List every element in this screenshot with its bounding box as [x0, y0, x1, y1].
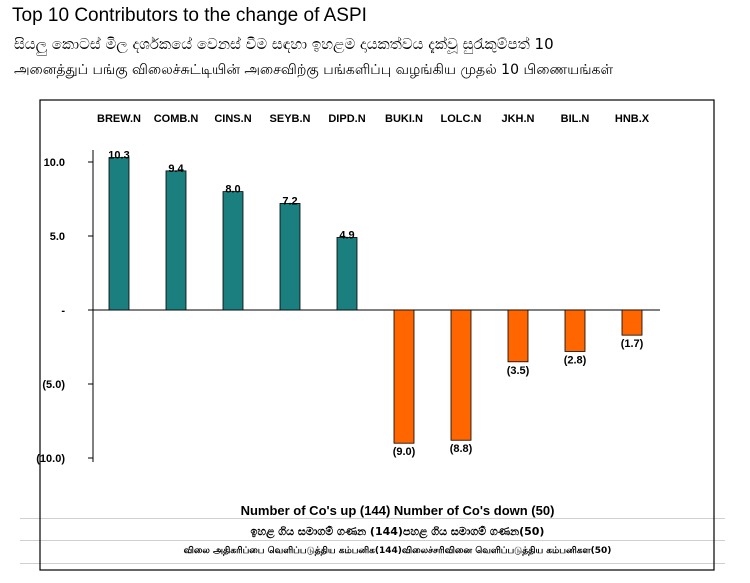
background-rule	[20, 563, 725, 564]
data-label: (3.5)	[507, 365, 530, 377]
y-tick-label: (10.0)	[36, 453, 65, 465]
category-label: COMB.N	[154, 113, 199, 125]
category-label: BIL.N	[561, 113, 590, 125]
y-tick-label: 10.0	[44, 157, 65, 169]
bar-comb-n	[165, 170, 187, 311]
bar-hnb-x	[621, 309, 643, 336]
footer-companies-count-en: Number of Co's up (144) Number of Co's d…	[240, 503, 555, 518]
footer-companies-count-ta: விலை அதிகரிப்பை வெளிப்படுத்திய கம்பனிக(1…	[183, 546, 612, 556]
category-label: DIPD.N	[328, 113, 365, 125]
bar-dipd-n	[336, 237, 358, 311]
bar-bil-n	[564, 309, 586, 352]
footer-companies-count-si: ඉහළ ගිය සමාගම් ගණන (144)පහළ ගිය සමාගම් ග…	[250, 525, 545, 538]
data-label: 7.2	[282, 195, 297, 207]
data-label: (8.8)	[450, 443, 473, 455]
y-tick-label: (5.0)	[42, 379, 65, 391]
bar-brew-n	[108, 157, 130, 311]
bar-cins-n	[222, 191, 244, 311]
subtitle-sinhala: සියලු කොටස් මිල දර්ශකයේ වෙනස් වීම සඳහා ඉ…	[14, 35, 554, 53]
category-label: CINS.N	[214, 113, 251, 125]
data-label: 10.3	[108, 150, 129, 162]
bar-buki-n	[393, 309, 415, 444]
bar-jkh-n	[507, 309, 529, 363]
category-label: BREW.N	[97, 113, 141, 125]
background-rule	[20, 518, 725, 519]
data-label: (1.7)	[621, 338, 644, 350]
bar-seyb-n	[279, 203, 301, 311]
data-label: 4.9	[339, 229, 354, 241]
data-label: (2.8)	[564, 354, 587, 366]
category-label: HNB.X	[615, 113, 650, 125]
chart-title: Top 10 Contributors to the change of ASP…	[12, 5, 367, 26]
category-label: SEYB.N	[270, 113, 311, 125]
plot-border	[39, 99, 715, 571]
category-label: LOLC.N	[441, 113, 482, 125]
background-rule	[20, 540, 725, 541]
bar-lolc-n	[450, 309, 472, 441]
category-label: BUKI.N	[385, 113, 423, 125]
data-label: (9.0)	[393, 446, 416, 458]
y-tick-label: 5.0	[50, 231, 65, 243]
y-tick-label: -	[61, 305, 65, 317]
data-label: 9.4	[168, 163, 184, 175]
category-label: JKH.N	[501, 113, 534, 125]
data-label: 8.0	[225, 184, 240, 196]
subtitle-tamil: அனைத்துப் பங்கு விலைச்சுட்டியின் அசைவிற்…	[14, 62, 614, 78]
